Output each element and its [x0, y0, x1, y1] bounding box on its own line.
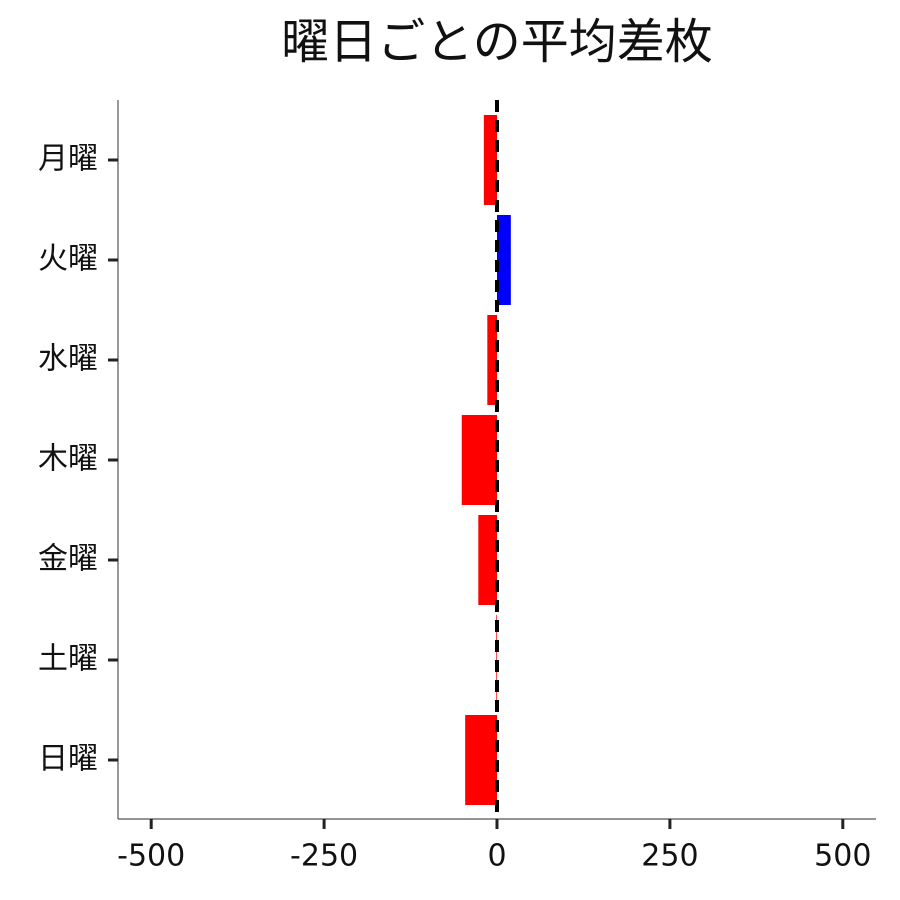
bar — [483, 115, 497, 205]
chart-title: 曜日ごとの平均差枚 — [281, 14, 713, 70]
bar — [461, 415, 497, 505]
y-tick-label: 土曜 — [38, 642, 98, 677]
y-tick-label: 木曜 — [38, 442, 98, 477]
y-tick-label: 月曜 — [38, 142, 98, 177]
bar — [497, 215, 511, 305]
x-tick-label: -500 — [117, 839, 185, 874]
bar — [487, 315, 497, 405]
x-tick-label: -250 — [290, 839, 358, 874]
x-tick-label: 250 — [641, 839, 698, 874]
y-tick-label: 日曜 — [38, 742, 98, 777]
bar — [478, 515, 497, 605]
y-tick-label: 水曜 — [38, 342, 98, 377]
y-tick-label: 火曜 — [38, 242, 98, 277]
x-tick-label: 0 — [487, 839, 506, 874]
y-tick-label: 金曜 — [38, 542, 98, 577]
bar — [465, 715, 497, 805]
x-tick-label: 500 — [814, 839, 871, 874]
